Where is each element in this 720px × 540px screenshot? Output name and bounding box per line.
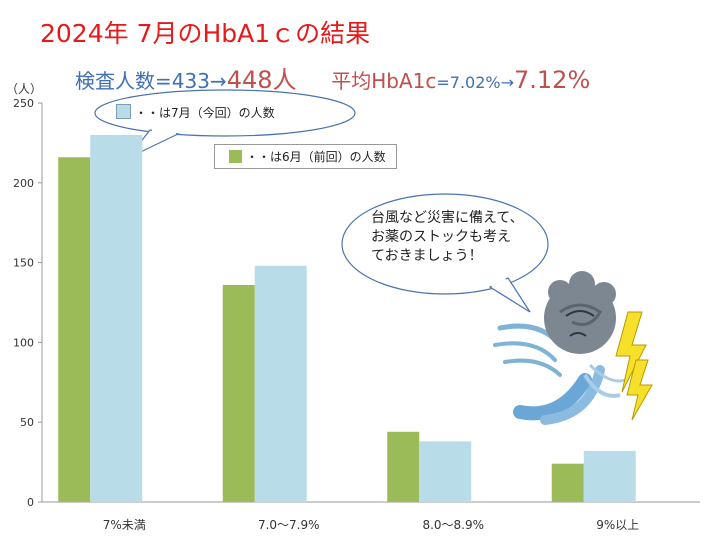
chart-bars: [58, 134, 636, 503]
legend-current-label: ・・は7月（今回）の人数: [135, 106, 275, 120]
x-tick-label: 7.0〜7.9%: [258, 518, 320, 532]
page-title: 2024年 7月のHbA1ｃの結果: [40, 19, 371, 48]
speech-line-1: 台風など災害に備えて、: [371, 210, 524, 226]
y-tick-label: 100: [13, 336, 34, 349]
avg-old: =7.02%→: [436, 73, 515, 92]
x-tick-label: 7%未満: [103, 518, 146, 532]
storm-cloud-mascot-icon: [493, 271, 626, 425]
y-axis-unit: （人）: [6, 82, 43, 96]
avg-label: 平均HbA1c: [331, 69, 437, 93]
chart-labels: 0 50 100 150 200 250 7%未満 7.0〜7.9% 8.0〜8.9% 9%以上: [13, 97, 639, 532]
legend-current: ・・は7月（今回）の人数: [116, 104, 275, 121]
bar-previous: [58, 157, 91, 502]
speech-line-3: ておきましょう！: [371, 248, 483, 264]
avg-new: 7.12%: [514, 66, 591, 94]
count-new: 448人: [226, 66, 297, 94]
legend-previous-swatch: [229, 150, 242, 163]
bar-previous: [222, 284, 255, 502]
y-tick-label: 50: [20, 416, 34, 429]
speech-bubble: [341, 193, 549, 295]
x-tick-label: 9%以上: [596, 518, 639, 532]
subtitle: 検査人数=433→448人 平均HbA1c=7.02%→7.12%: [75, 60, 590, 95]
bar-current: [90, 134, 143, 503]
y-tick-label: 150: [13, 257, 34, 270]
legend-current-swatch: [116, 104, 131, 119]
bar-previous: [551, 463, 584, 502]
speech-line-2: お薬のストックも考え: [371, 229, 511, 245]
speech-text: 台風など災害に備えて、 お薬のストックも考え ておきましょう！: [371, 209, 524, 266]
bar-current: [254, 265, 307, 502]
legend-previous-label: ・・は6月（前回）の人数: [246, 150, 386, 164]
legend-callout-bubble: [94, 89, 356, 137]
y-tick-label: 200: [13, 177, 34, 190]
bar-previous: [387, 431, 420, 502]
count-label: 検査人数=433→: [75, 69, 227, 93]
bar-current: [419, 441, 472, 502]
lightning-bolt-icon: [626, 359, 653, 421]
y-tick-label: 250: [13, 97, 34, 110]
x-tick-label: 8.0〜8.9%: [422, 518, 484, 532]
legend-previous: ・・は6月（前回）の人数: [214, 144, 397, 169]
bar-current: [583, 450, 636, 502]
y-tick-label: 0: [27, 496, 34, 509]
